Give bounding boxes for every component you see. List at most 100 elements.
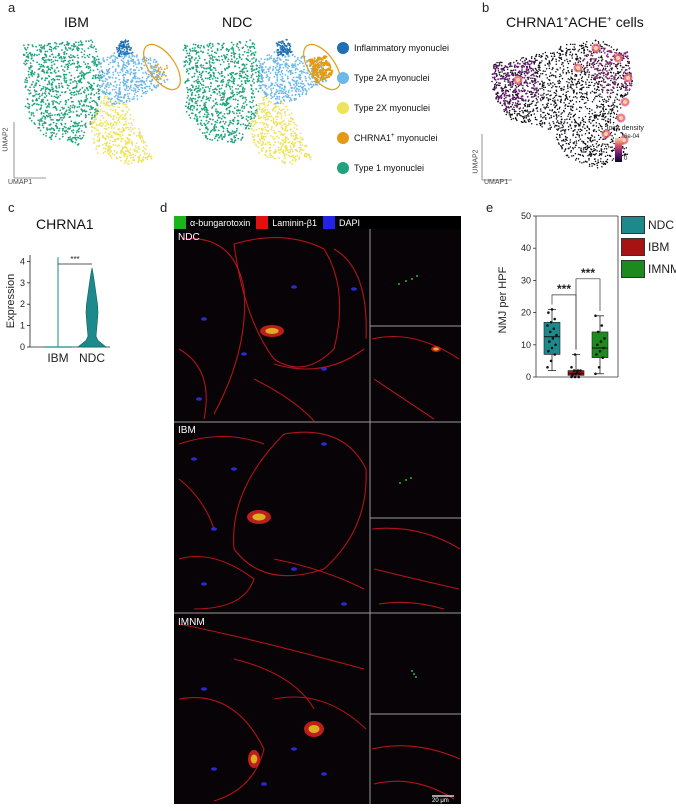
y-tick-label: 0 [20,342,25,352]
muscle-fiber-outline [178,556,255,610]
nucleus [351,287,357,291]
muscle-fiber-outline [178,623,365,670]
legend-swatch [337,161,349,174]
data-point [594,314,597,318]
data-point [549,359,553,363]
legend-item-ibm: IBM [621,238,676,256]
panel-b-label: b [482,0,490,15]
significance-label: *** [581,266,595,280]
data-point [594,372,597,376]
stain-label: DAPI [338,217,360,228]
x-tick-label: NDC [79,351,105,365]
colorbar-title: Joint density [605,125,644,132]
legend-swatch [337,131,349,144]
data-point [549,321,553,324]
nmj-signal [433,347,439,351]
microscopy-grid [174,229,461,804]
data-point [555,333,558,337]
nucleus [211,767,217,771]
data-point [570,366,573,369]
panel-d-label: d [160,200,168,215]
data-point [572,369,576,372]
density-colorbar [615,138,622,162]
data-point [546,324,549,327]
legend-swatch [337,101,349,114]
legend-item-type1: Type 1 myonuclei [337,160,449,175]
umap-legend: Inflammatory myonuclei Type 2A myonuclei… [337,40,449,175]
density-hotspot-core [516,78,520,82]
data-point [552,327,556,330]
box-ndc [543,308,561,371]
nucleus [321,772,327,776]
nucleus [211,527,217,531]
data-point [579,369,582,372]
density-hotspot-core [622,138,626,142]
umap-b-xlabel: UMAP1 [484,179,509,186]
muscle-fiber-outline [373,568,460,590]
legend-item-type2x: Type 2X myonuclei [337,100,449,115]
boxplot-ylabel: NMJ per HPF [497,266,509,333]
legend-item-type2a: Type 2A myonuclei [337,70,449,85]
nmj-green-dot [413,673,415,675]
scale-bar-label: 20 μm [432,798,449,804]
stain-label: α-bungarotoxin [190,217,251,228]
data-point [598,349,602,353]
chrna1-highlight-ellipse [303,43,340,91]
data-point [553,353,556,356]
muscle-fiber-outline [273,696,367,730]
significance-label: *** [70,255,79,264]
micro-row-label: IBM [178,425,196,436]
nucleus [341,602,347,606]
cluster-chrna1 [149,63,169,80]
legend-item-chrna1: CHRNA1+ myonuclei [337,130,449,145]
nucleus [261,782,267,786]
micro-row-label: IMNM [178,617,205,628]
legend-item-label: Type 2X myonuclei [354,102,431,113]
legend-swatch [337,41,349,54]
significance-label: *** [557,282,571,296]
box-imnm [591,314,609,376]
density-background-cells [491,39,634,169]
umap-b-ylabel: UMAP2 [472,149,480,174]
muscle-fiber-outline [373,780,455,800]
nucleus [241,352,247,356]
cluster-type1 [182,39,264,144]
data-point [596,330,600,334]
data-point [595,353,598,356]
density-hotspot-core [623,100,627,104]
legend-item-label: Type 2A myonuclei [354,72,430,83]
violin-ylabel: Expression [5,274,17,328]
nmj-green-dot [405,280,407,282]
data-point [578,372,581,376]
colorbar-max: 6e-04 [624,134,640,140]
density-title: CHRNA1+ACHE+ cells [506,14,644,30]
significance-bracket [575,278,601,350]
legend-item-inflammatory: Inflammatory myonuclei [337,40,449,55]
nucleus [291,747,297,751]
nmj-green-dot [416,275,418,277]
legend-swatch [621,260,645,278]
boxplot-legend: NDC IBM IMNM [621,216,676,278]
y-tick-label: 0 [526,372,531,382]
muscle-fiber-outline [253,378,315,422]
muscle-fiber-outline [373,378,435,420]
nmj-green-dot [411,670,413,672]
data-point [551,337,555,340]
data-point [547,349,550,353]
nmj-green-dot [398,283,400,285]
micro-row-label: NDC [178,232,200,243]
data-point [550,346,554,350]
panel-a-label: a [8,0,16,15]
umap-ndc-title: NDC [222,14,253,30]
data-point [572,372,575,376]
nucleus [191,457,197,461]
muscle-fiber-outline [371,745,461,760]
stain-swatch [174,216,186,229]
nucleus [201,687,207,691]
umap-a-ylabel: UMAP2 [2,127,10,152]
data-point [602,346,605,350]
umap-cluster-plot [13,38,340,179]
nucleus [201,582,207,586]
muscle-fiber-outline [178,697,265,802]
